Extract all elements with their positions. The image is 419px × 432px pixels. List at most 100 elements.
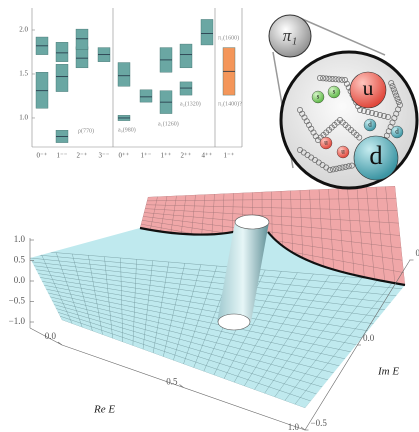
lower-sheet	[30, 226, 405, 408]
mesh-line	[30, 253, 405, 290]
state-box	[139, 89, 153, 103]
mesh-line	[53, 304, 329, 381]
gluon-coil	[381, 113, 387, 119]
mesh-line	[51, 300, 335, 374]
annotation: ρ(770)	[78, 127, 94, 134]
x-tick-label: 0.0	[45, 331, 57, 341]
mesh-line	[49, 296, 341, 367]
y-tick-label: 1.5	[19, 70, 28, 78]
gluon-coil	[394, 95, 401, 102]
state-box	[55, 64, 69, 92]
gluon-coil	[338, 76, 345, 83]
annotation: a₁(1260)	[158, 120, 179, 127]
parton	[327, 85, 341, 99]
x-tick-label: 1⁺⁺	[161, 152, 172, 160]
mesh-line	[59, 315, 311, 402]
mesh-line	[144, 208, 399, 224]
gluon-coil	[395, 98, 402, 105]
z-tick-label: −0.5	[9, 296, 26, 306]
gluon-coil	[327, 167, 333, 173]
annotation: π₁(1400)?	[218, 100, 242, 107]
mesh-line	[30, 249, 405, 283]
mesh-line	[30, 261, 393, 304]
gluon-coil	[330, 166, 337, 173]
mesh-line	[45, 288, 352, 353]
mesh-line	[55, 308, 323, 388]
x-tick	[179, 384, 184, 388]
gluon-coil	[361, 108, 367, 114]
gluon-coil	[320, 75, 327, 82]
mesh-line	[42, 284, 358, 346]
gluon-coil	[323, 75, 330, 82]
gluon-coil	[356, 134, 363, 141]
mesh-line	[143, 212, 401, 236]
x-tick-label: 2⁻⁺	[77, 152, 88, 160]
mesh-line	[40, 280, 364, 339]
gluon-coil	[342, 77, 348, 83]
gluon-coil	[397, 102, 403, 108]
z-tick-label: 0.5	[14, 255, 26, 265]
mesh-line	[32, 265, 387, 311]
gluon-coil	[385, 114, 391, 120]
state-box	[117, 62, 131, 87]
gluon-coil	[326, 75, 333, 82]
gluon-coil	[357, 107, 363, 113]
mesh-line	[145, 204, 398, 211]
y-tick-label: 2.0	[19, 26, 28, 34]
parton-label: d	[395, 128, 399, 136]
pi1-diagram: π₁ u d s s u u d d	[268, 14, 419, 190]
gluon-coil	[389, 83, 396, 90]
hole-wall	[217, 222, 269, 322]
mesh-line	[142, 216, 402, 249]
hole-bottom	[217, 313, 251, 331]
parton	[363, 118, 377, 132]
gluon-coil	[369, 110, 375, 116]
mesh-line	[34, 269, 381, 318]
gluon-coil	[335, 76, 342, 83]
gluon-coil	[377, 112, 383, 118]
y-axis-label: Im E	[377, 366, 399, 378]
state-box	[179, 81, 193, 96]
annotation: a₀(980)	[118, 126, 136, 133]
parton-label: u	[341, 148, 345, 156]
connector	[299, 17, 386, 56]
x-tick	[57, 341, 63, 346]
z-tick-label: 1.0	[14, 234, 26, 244]
y-tick-label: 0.0	[363, 333, 375, 343]
parton-label: u	[324, 139, 328, 147]
parton	[311, 90, 325, 104]
state-box	[179, 43, 193, 69]
mesh-line	[30, 257, 399, 297]
parton-label: d	[368, 121, 372, 129]
meson-circle	[268, 14, 312, 58]
hole-top	[234, 214, 270, 230]
state-box	[75, 46, 89, 69]
x-tick-label: 4⁺⁺	[202, 152, 213, 160]
mesh-line	[38, 277, 370, 332]
mesh-line	[146, 198, 397, 202]
gluon-coil	[336, 165, 343, 172]
gluon-coil	[339, 164, 346, 171]
x-tick-label: 1⁻⁻	[57, 152, 68, 160]
x-tick-label: 0.5	[166, 377, 178, 387]
parton-label: s	[333, 88, 336, 96]
gluon-coil	[329, 76, 336, 82]
y-tick-label: −0.5	[311, 418, 328, 428]
x-tick	[300, 426, 306, 431]
mesh-line	[57, 312, 317, 395]
quark-label: u	[363, 76, 374, 100]
z-tick-label: 0.0	[14, 275, 26, 285]
x-axis-label: Re E	[93, 404, 115, 416]
mesh-line	[47, 292, 346, 360]
state-box	[55, 42, 69, 62]
x-tick-label: 2⁺⁺	[181, 152, 192, 160]
gluon-coil	[393, 92, 400, 99]
quark	[353, 135, 399, 181]
state-box	[200, 19, 214, 46]
gluon-coil	[388, 80, 395, 87]
x-tick-label: 0⁺⁺	[119, 152, 130, 160]
gluon-coil	[333, 165, 340, 172]
state-box	[35, 72, 49, 109]
x-tick-label: 1.0	[288, 422, 300, 432]
